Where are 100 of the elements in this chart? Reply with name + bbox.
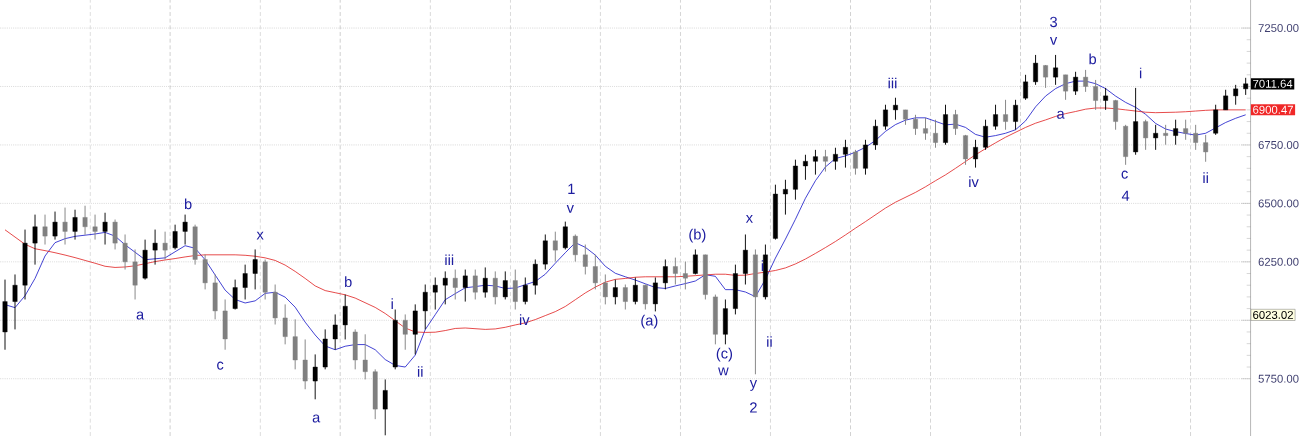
- candlestick: [1193, 124, 1199, 151]
- candlestick: [1243, 77, 1249, 96]
- candlestick: [552, 231, 558, 263]
- candlestick: [492, 270, 498, 305]
- candlestick: [292, 318, 298, 370]
- candlestick: [422, 284, 428, 330]
- candlestick: [612, 279, 618, 305]
- annotation: iv: [969, 176, 979, 187]
- y-tick-label: 6500.00: [1258, 199, 1299, 208]
- candlestick: [572, 234, 578, 263]
- annotation: ii: [417, 366, 423, 377]
- candlestick: [42, 214, 48, 245]
- candlestick: [1063, 74, 1068, 101]
- candlestick: [1003, 99, 1008, 131]
- candlestick: [682, 261, 688, 290]
- annotation: ii: [1203, 172, 1208, 183]
- candlestick: [512, 269, 518, 310]
- annotation: i: [761, 260, 764, 271]
- annotation: 3: [1050, 16, 1057, 28]
- candlestick: [803, 154, 808, 181]
- y-tick-label: 5750.00: [1258, 374, 1299, 383]
- candlestick: [542, 234, 548, 271]
- annotation: x: [745, 214, 753, 223]
- candlestick: [152, 229, 158, 266]
- candlestick: [843, 139, 848, 169]
- candlestick: [1073, 71, 1078, 96]
- annotation: iii: [445, 254, 454, 266]
- candlestick: [973, 139, 978, 169]
- candlestick: [442, 270, 448, 305]
- candlestick: [853, 149, 858, 176]
- candlestick: [993, 104, 998, 131]
- candlestick: [1053, 54, 1058, 86]
- candlestick: [102, 212, 108, 245]
- candlestick: [312, 353, 318, 400]
- candlestick: [52, 211, 58, 241]
- candlestick: [182, 214, 188, 245]
- candlestick: [833, 147, 838, 171]
- annotation: b: [345, 276, 352, 288]
- candlestick: [1083, 69, 1088, 93]
- candlestick: [352, 328, 358, 370]
- candlestick: [522, 277, 528, 305]
- candlestick: [592, 254, 598, 290]
- candlestick: [813, 149, 818, 176]
- annotation: v: [566, 204, 574, 213]
- candlestick: [582, 244, 588, 275]
- candlestick: [472, 269, 478, 300]
- text: 7011.64: [1253, 79, 1293, 88]
- annotation: c: [1121, 170, 1128, 179]
- candlestick: [1213, 104, 1219, 136]
- annotation: iii: [888, 77, 897, 89]
- annotation: x: [256, 231, 264, 240]
- candlestick: [783, 179, 788, 216]
- y-tick-label: 6750.00: [1258, 140, 1299, 149]
- annotation: i: [1139, 67, 1142, 79]
- candlestick: [622, 284, 628, 310]
- candlestick: [32, 214, 38, 266]
- annotation: iv: [519, 314, 530, 325]
- annotation: i: [391, 298, 393, 309]
- y-tick-label: 6250.00: [1258, 257, 1299, 266]
- candlestick: [392, 309, 398, 370]
- annotation: a: [312, 414, 321, 423]
- candlestick: [1223, 89, 1229, 111]
- candlestick: [1163, 124, 1169, 146]
- annotation: (b): [689, 228, 706, 243]
- candlestick: [923, 117, 928, 141]
- candlestick: [1043, 64, 1048, 89]
- candlestick: [1023, 74, 1028, 101]
- candlestick: [662, 259, 668, 290]
- candlestick: [452, 269, 458, 300]
- annotation: 4: [1121, 190, 1130, 201]
- candlestick: [162, 231, 168, 260]
- candlestick: [1233, 84, 1239, 106]
- candlestick: [482, 266, 488, 299]
- candlestick: [322, 328, 328, 370]
- candlestick: [1173, 119, 1179, 146]
- annotation: w: [718, 367, 729, 376]
- candlestick: [1183, 119, 1189, 141]
- text: 6023.02: [1253, 310, 1293, 319]
- candlestick: [602, 273, 608, 305]
- candlestick: [903, 109, 908, 126]
- candlestick: [402, 313, 408, 351]
- candlestick: [432, 277, 438, 310]
- candlestick: [412, 303, 418, 355]
- candlestick: [362, 333, 368, 380]
- candlestick: [893, 97, 898, 121]
- candlestick: [672, 257, 678, 285]
- candlestick: [1103, 87, 1108, 111]
- annotation: a: [1057, 110, 1065, 119]
- annotation: y: [749, 380, 758, 391]
- candlestick: [332, 313, 338, 351]
- annotation: b: [1089, 53, 1097, 65]
- candlestick: [532, 259, 538, 296]
- text: 6900.47: [1253, 105, 1293, 114]
- candlestick: [92, 214, 98, 241]
- y-tick-label: 7250.00: [1258, 24, 1299, 33]
- candlestick: [632, 277, 638, 305]
- candlestick: [823, 149, 828, 173]
- candlestick: [382, 378, 388, 436]
- annotation: (c): [716, 347, 733, 362]
- candlestick: [282, 303, 288, 345]
